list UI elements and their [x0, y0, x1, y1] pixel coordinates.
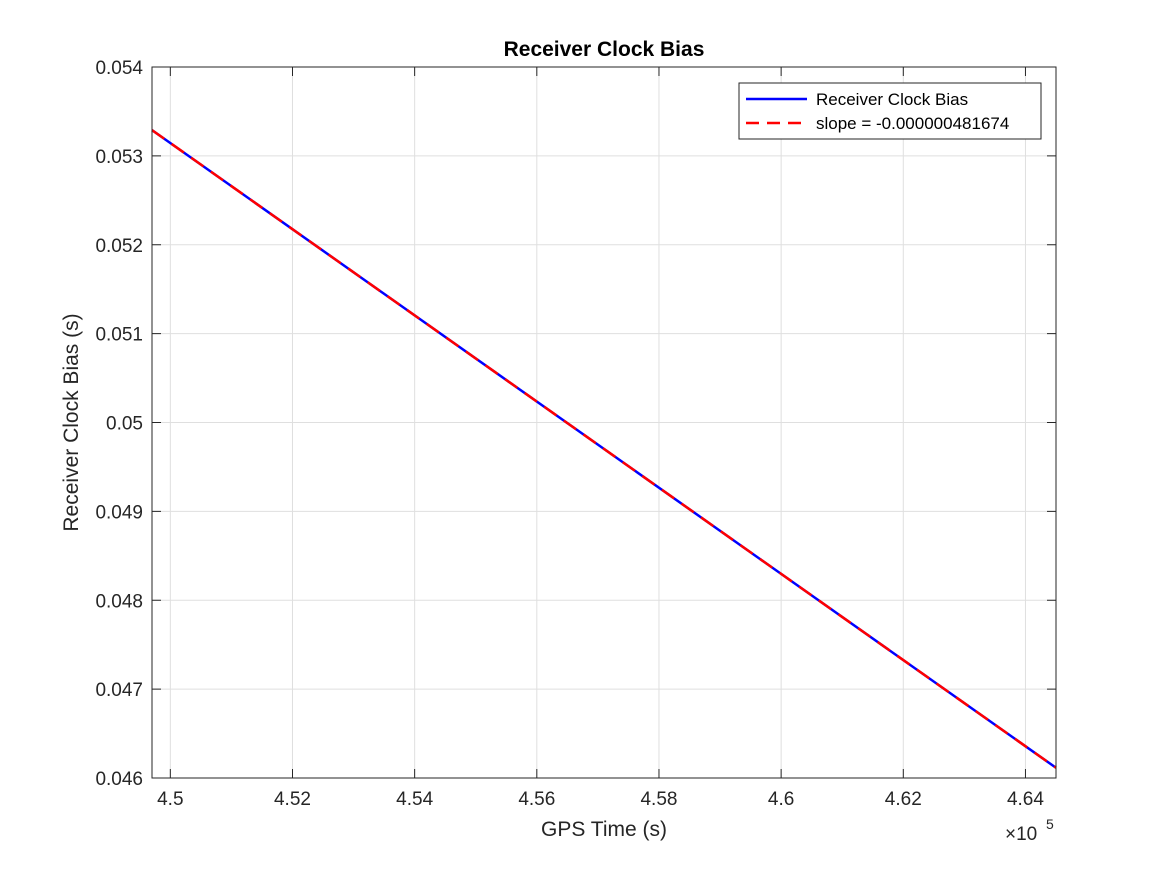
- tick-label-layer: 4.5 4.52 4.54 4.56 4.58 4.6 4.62 4.64 0.046 0.047…: [95, 58, 1044, 810]
- legend: Receiver Clock Bias slope = -0.000000481…: [738, 82, 1042, 140]
- y-tick-label: 0.047: [95, 680, 143, 701]
- y-tick-label: 0.048: [95, 591, 143, 612]
- x-tick-label: 4.64: [1007, 789, 1044, 810]
- y-tick-label: 0.053: [95, 147, 143, 168]
- y-tick-label: 0.049: [95, 502, 143, 523]
- series-layer: [151, 129, 1057, 769]
- legend-label-slope: slope = -0.000000481674: [816, 114, 1009, 133]
- x-tick-label: 4.58: [640, 789, 677, 810]
- legend-box: [738, 82, 1042, 140]
- x-tick-label: 4.62: [885, 789, 922, 810]
- y-axis-label: Receiver Clock Bias (s): [60, 313, 83, 531]
- x-axis-label: GPS Time (s): [541, 818, 667, 841]
- legend-label-receiver-clock-bias: Receiver Clock Bias: [816, 90, 968, 109]
- y-tick-label: 0.054: [95, 58, 143, 79]
- y-tick-label: 0.051: [95, 325, 143, 346]
- x-exponent-power: 5: [1046, 816, 1054, 832]
- y-tick-label: 0.052: [95, 236, 143, 257]
- x-tick-label: 4.54: [396, 789, 433, 810]
- x-tick-label: 4.6: [768, 789, 794, 810]
- x-tick-label: 4.56: [518, 789, 555, 810]
- chart-title: Receiver Clock Bias: [504, 38, 705, 61]
- x-axis-exponent: ×10 5: [1005, 816, 1054, 845]
- y-tick-label: 0.05: [106, 414, 143, 435]
- x-tick-label: 4.5: [157, 789, 183, 810]
- tick-layer: [152, 66, 1056, 779]
- y-tick-label: 0.046: [95, 769, 143, 790]
- series-line-slope-fit: [151, 129, 1057, 769]
- x-exponent-base: ×10: [1005, 824, 1037, 845]
- x-tick-label: 4.52: [274, 789, 311, 810]
